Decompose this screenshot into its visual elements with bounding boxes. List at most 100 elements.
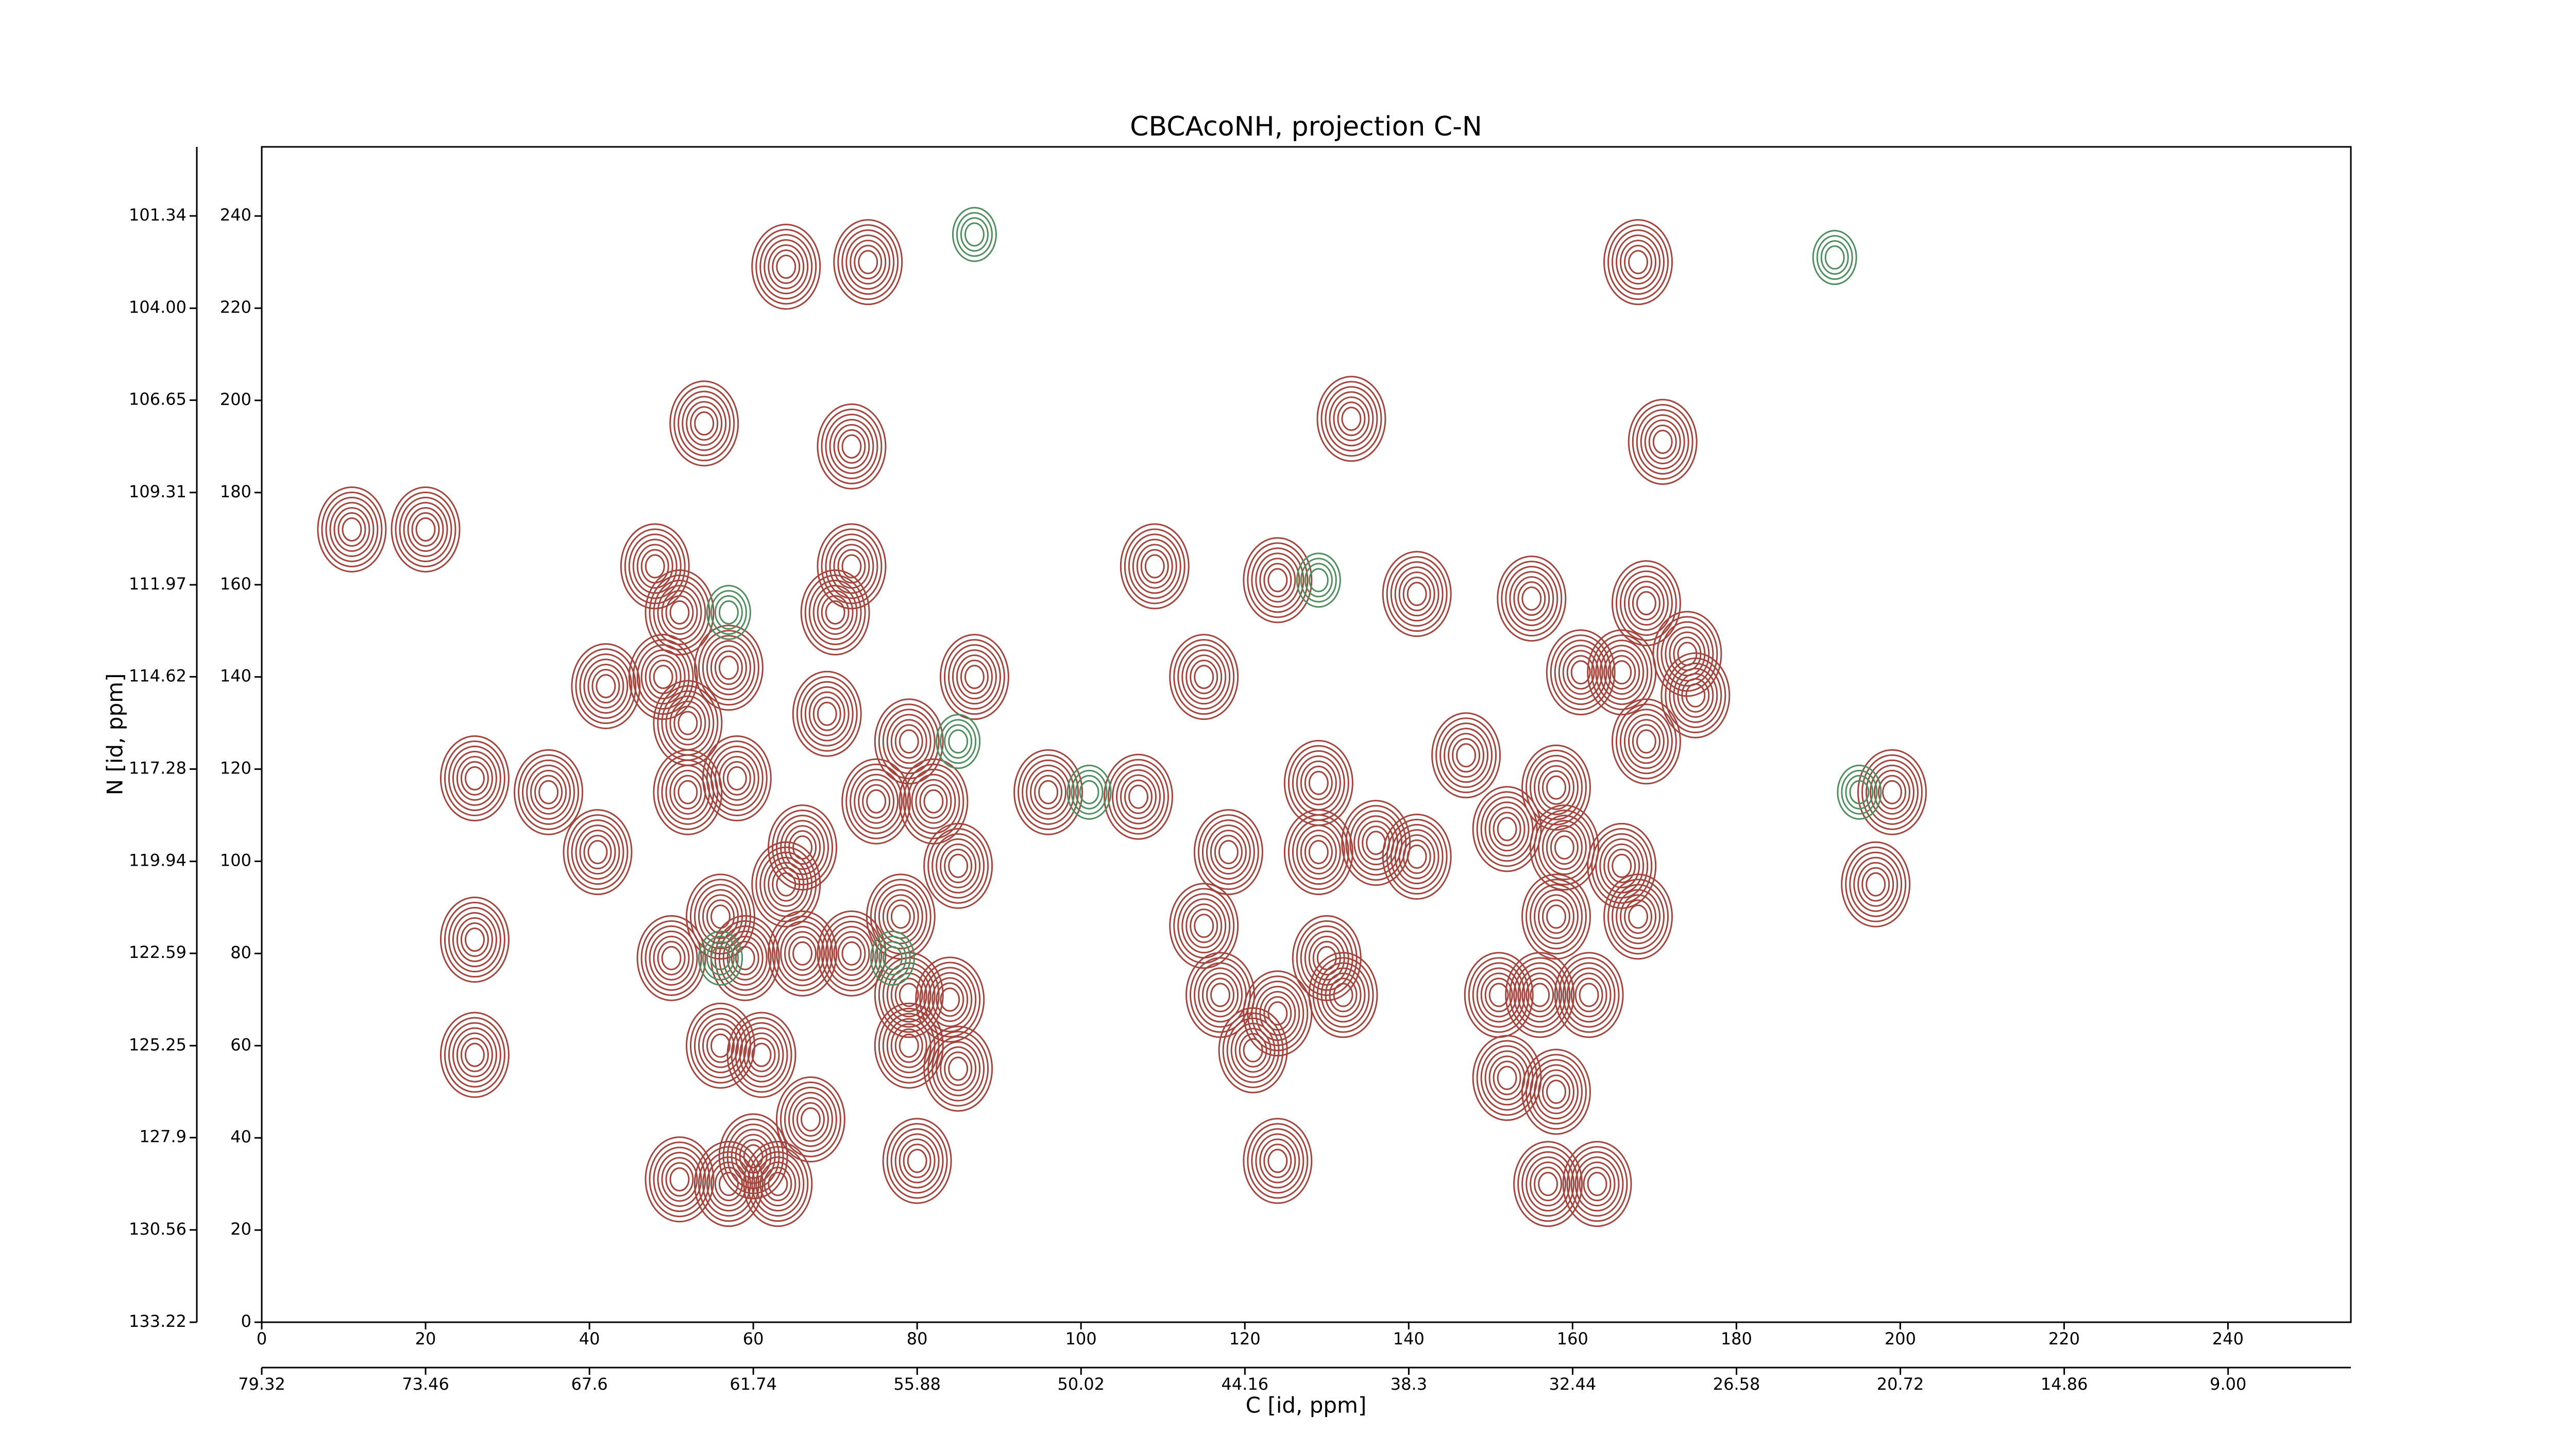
contour-ring [1820,240,1849,275]
peak [1316,376,1386,462]
contour-ring [923,967,977,1033]
contour-ring [1853,856,1899,912]
contour-ring [1632,403,1693,480]
x-tick-label: 40 [579,1329,600,1349]
contour-ring [854,245,883,280]
y-tick-label: 180 [220,482,251,501]
contour-ring [1677,672,1714,718]
contour-ring [567,814,629,890]
contour-ring [702,1151,755,1217]
contour-ring [1255,552,1300,608]
contour-ring [391,486,461,572]
contour-ring [731,1128,776,1184]
contour-ring [1579,983,1599,1007]
contour-ring [1521,972,1558,1018]
contour-ring [714,650,743,685]
contour-ring [850,768,903,834]
peak [1611,560,1681,647]
contour-ring [931,977,969,1022]
y2-tick-label: 127.9 [139,1127,187,1147]
contour-ring [1612,853,1632,878]
contour-ring [1198,967,1243,1023]
contour-ring [669,1167,690,1192]
peak [1529,804,1599,891]
contour-ring [698,1146,759,1222]
contour-ring [1570,972,1607,1018]
contour-ring [1521,1049,1591,1135]
contour-ring [812,696,841,731]
contour-ring [649,1141,710,1218]
peak [775,1076,845,1162]
contour-ring [866,789,887,814]
contour-ring [534,774,563,810]
contour-ring [1444,728,1489,783]
contour-ring [1104,753,1174,840]
peak [1660,652,1731,738]
contour-ring [1505,566,1558,632]
peak [792,670,862,757]
contour-ring [706,1028,735,1063]
contour-ring [886,1018,931,1073]
contour-ring [1628,904,1649,929]
contour-ring [964,665,985,689]
contour-ring [1202,972,1239,1018]
contour-ring [1542,770,1571,805]
contour-ring [1300,830,1337,875]
contour-ring [702,735,772,821]
contour-ring [439,735,510,821]
contour-ring [538,780,559,804]
peak [1472,786,1542,872]
contour-ring [317,486,387,572]
contour-ring [694,411,715,436]
peak [620,523,690,610]
contour-ring [722,930,768,986]
contour-ring [1283,739,1353,826]
peak [1628,398,1698,485]
contour-ring [1329,391,1374,447]
contour-ring [1402,577,1431,612]
contour-ring [1169,883,1239,969]
contour-ring [841,758,911,845]
contour-ring [1517,581,1546,616]
contour-ring [673,385,735,462]
contour-ring [1038,780,1059,804]
contour-ring [764,856,809,912]
contour-ring [915,956,985,1043]
peak [514,749,584,835]
y-tick-label: 160 [220,574,251,594]
contour-ring [866,873,936,960]
contour-ring [776,920,829,986]
contour-ring [1570,1151,1624,1217]
contour-ring [927,972,973,1027]
contour-ring [1234,1027,1272,1073]
contour-ring [858,779,895,824]
contour-ring [439,897,510,983]
contour-ring [911,773,956,829]
peak [915,956,985,1043]
x2-tick-label: 67.6 [571,1374,607,1394]
contour-ring [944,724,973,759]
contour-ring [1243,1038,1263,1063]
contour-ring [1251,547,1304,613]
contour-ring [698,930,743,986]
contour-ring [743,1032,780,1077]
peak [1603,219,1673,306]
contour-ring [800,1107,821,1132]
peak [939,634,1009,720]
contour-ring [936,1041,981,1097]
contour-ring [1521,873,1591,960]
contour-ring [1615,703,1677,780]
contour-ring [1144,554,1165,579]
contour-ring [829,925,874,981]
contour-ring [837,549,866,584]
contour-ring [464,1042,485,1067]
contour-ring [665,695,710,751]
peak [1812,230,1857,285]
contour-ring [825,533,878,599]
contour-ring [1308,840,1329,865]
contour-ring [1124,528,1185,604]
contour-ring [804,574,866,650]
contour-ring [1882,780,1902,804]
contour-ring [940,1046,977,1091]
